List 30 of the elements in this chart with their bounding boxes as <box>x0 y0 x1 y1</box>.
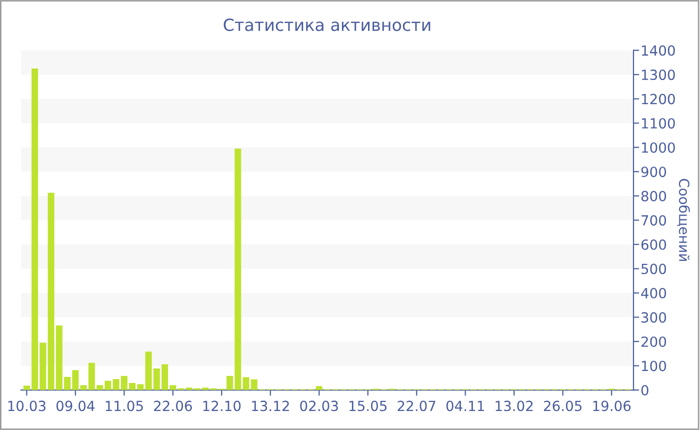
y-tick-label: 100 <box>642 360 666 372</box>
y-tick-label: 200 <box>641 336 666 347</box>
y-tick-label: 400 <box>641 288 666 298</box>
x-tick-label: 11.05 <box>106 400 143 412</box>
y-tick-label: 1100 <box>642 118 675 129</box>
x-tick-label: 10.03 <box>8 400 46 412</box>
x-tick-label: 19.06 <box>593 400 631 412</box>
y-tick-label: 0 <box>641 384 648 396</box>
x-tick-label: 12.10 <box>203 400 241 412</box>
x-tick-label: 09.04 <box>56 400 95 412</box>
x-tick-label: 15.05 <box>350 400 387 412</box>
y-tick-label: 900 <box>641 166 666 178</box>
y-axis-title: Сообщений <box>677 178 690 261</box>
y-tick-label: 1200 <box>642 94 675 104</box>
y-tick-label: 1400 <box>642 45 675 56</box>
chart-title: Статистика активности <box>224 18 430 32</box>
x-tick-label: 02.03 <box>300 400 338 412</box>
y-tick-label: 600 <box>641 239 666 250</box>
y-tick-label: 700 <box>642 215 666 226</box>
x-tick-label: 22.06 <box>154 400 192 412</box>
y-tick-label: 500 <box>642 264 666 274</box>
y-tick-label: 800 <box>641 190 666 202</box>
y-tick-label: 1300 <box>642 70 675 80</box>
x-tick-label: 13.12 <box>252 400 289 412</box>
x-tick-label: 04.11 <box>446 400 484 412</box>
x-tick-label: 26.05 <box>544 400 582 412</box>
x-tick-label: 13.02 <box>496 400 533 412</box>
y-tick-label: 1000 <box>642 142 675 153</box>
x-tick-label: 22.07 <box>398 400 436 412</box>
y-tick-label: 300 <box>642 312 666 323</box>
